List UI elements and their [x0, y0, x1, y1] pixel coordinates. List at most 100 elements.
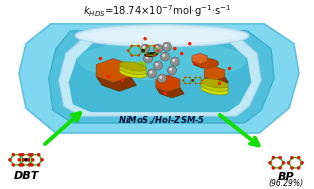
Circle shape — [21, 163, 24, 167]
Circle shape — [169, 68, 172, 71]
Circle shape — [143, 46, 145, 49]
Circle shape — [162, 42, 171, 51]
Circle shape — [31, 158, 34, 161]
Circle shape — [37, 163, 40, 167]
Circle shape — [30, 153, 33, 156]
Polygon shape — [49, 31, 274, 123]
Circle shape — [188, 42, 192, 46]
Circle shape — [184, 83, 186, 84]
Circle shape — [228, 67, 231, 70]
Ellipse shape — [75, 25, 249, 47]
Circle shape — [199, 77, 201, 78]
Circle shape — [21, 153, 24, 156]
Ellipse shape — [120, 65, 147, 75]
Circle shape — [160, 52, 170, 61]
Polygon shape — [156, 75, 180, 92]
Circle shape — [99, 57, 102, 60]
Circle shape — [154, 44, 162, 53]
Polygon shape — [96, 76, 137, 91]
Circle shape — [268, 161, 272, 164]
Circle shape — [145, 56, 149, 59]
Circle shape — [300, 161, 304, 164]
Circle shape — [202, 80, 203, 81]
Circle shape — [287, 161, 290, 164]
Circle shape — [290, 166, 294, 169]
Circle shape — [106, 75, 110, 78]
Circle shape — [163, 91, 167, 95]
Circle shape — [24, 158, 28, 162]
Circle shape — [148, 69, 156, 78]
Circle shape — [192, 80, 194, 81]
Circle shape — [158, 74, 166, 83]
Circle shape — [195, 77, 197, 78]
Circle shape — [279, 156, 282, 159]
Circle shape — [184, 77, 186, 78]
Circle shape — [18, 158, 21, 161]
Circle shape — [143, 49, 145, 52]
Circle shape — [199, 83, 201, 84]
Circle shape — [154, 61, 162, 70]
Circle shape — [137, 45, 140, 47]
Circle shape — [143, 54, 153, 63]
Circle shape — [155, 63, 158, 66]
Circle shape — [290, 156, 294, 159]
Ellipse shape — [85, 28, 239, 43]
Polygon shape — [156, 88, 184, 98]
Circle shape — [41, 158, 44, 161]
Text: NiMoS$_x$/Hol-ZSM-5: NiMoS$_x$/Hol-ZSM-5 — [118, 115, 206, 127]
Polygon shape — [204, 77, 229, 86]
Circle shape — [167, 66, 176, 75]
Text: DBT: DBT — [13, 171, 39, 181]
Text: BP: BP — [278, 172, 294, 182]
Circle shape — [189, 77, 191, 78]
Circle shape — [37, 153, 40, 156]
Circle shape — [193, 62, 197, 65]
Circle shape — [146, 45, 149, 47]
Ellipse shape — [197, 59, 219, 68]
Circle shape — [159, 76, 162, 79]
Circle shape — [130, 45, 133, 47]
Circle shape — [297, 156, 300, 159]
Ellipse shape — [120, 69, 147, 78]
Circle shape — [153, 45, 156, 47]
Circle shape — [8, 158, 12, 161]
Circle shape — [218, 82, 221, 85]
Circle shape — [149, 71, 152, 74]
Circle shape — [171, 57, 179, 66]
Circle shape — [297, 166, 300, 169]
Circle shape — [182, 80, 184, 81]
Circle shape — [28, 153, 31, 156]
Ellipse shape — [201, 79, 228, 88]
Polygon shape — [59, 36, 261, 116]
Circle shape — [141, 49, 143, 52]
Circle shape — [191, 80, 193, 81]
Circle shape — [28, 163, 31, 167]
Polygon shape — [19, 24, 299, 133]
Circle shape — [272, 166, 275, 169]
Circle shape — [157, 49, 159, 52]
Ellipse shape — [201, 82, 228, 91]
Circle shape — [153, 54, 156, 57]
Circle shape — [141, 44, 149, 53]
Polygon shape — [96, 59, 131, 82]
Circle shape — [164, 44, 167, 47]
Polygon shape — [192, 53, 208, 64]
Circle shape — [272, 156, 275, 159]
Circle shape — [162, 54, 165, 57]
Circle shape — [195, 83, 197, 84]
Circle shape — [130, 54, 133, 57]
Polygon shape — [204, 66, 225, 81]
Text: $k_{HDS}$=18.74×10$^{-7}$mol·g$^{-1}$·s$^{-1}$: $k_{HDS}$=18.74×10$^{-7}$mol·g$^{-1}$·s$… — [83, 3, 231, 19]
Circle shape — [173, 47, 177, 50]
Circle shape — [12, 163, 15, 167]
Circle shape — [137, 54, 140, 57]
Polygon shape — [192, 61, 210, 68]
Circle shape — [22, 158, 25, 161]
Ellipse shape — [78, 41, 246, 80]
Circle shape — [180, 52, 184, 55]
Circle shape — [143, 37, 147, 40]
Circle shape — [192, 79, 194, 81]
Ellipse shape — [120, 62, 147, 71]
Circle shape — [282, 161, 285, 164]
Circle shape — [121, 79, 124, 82]
